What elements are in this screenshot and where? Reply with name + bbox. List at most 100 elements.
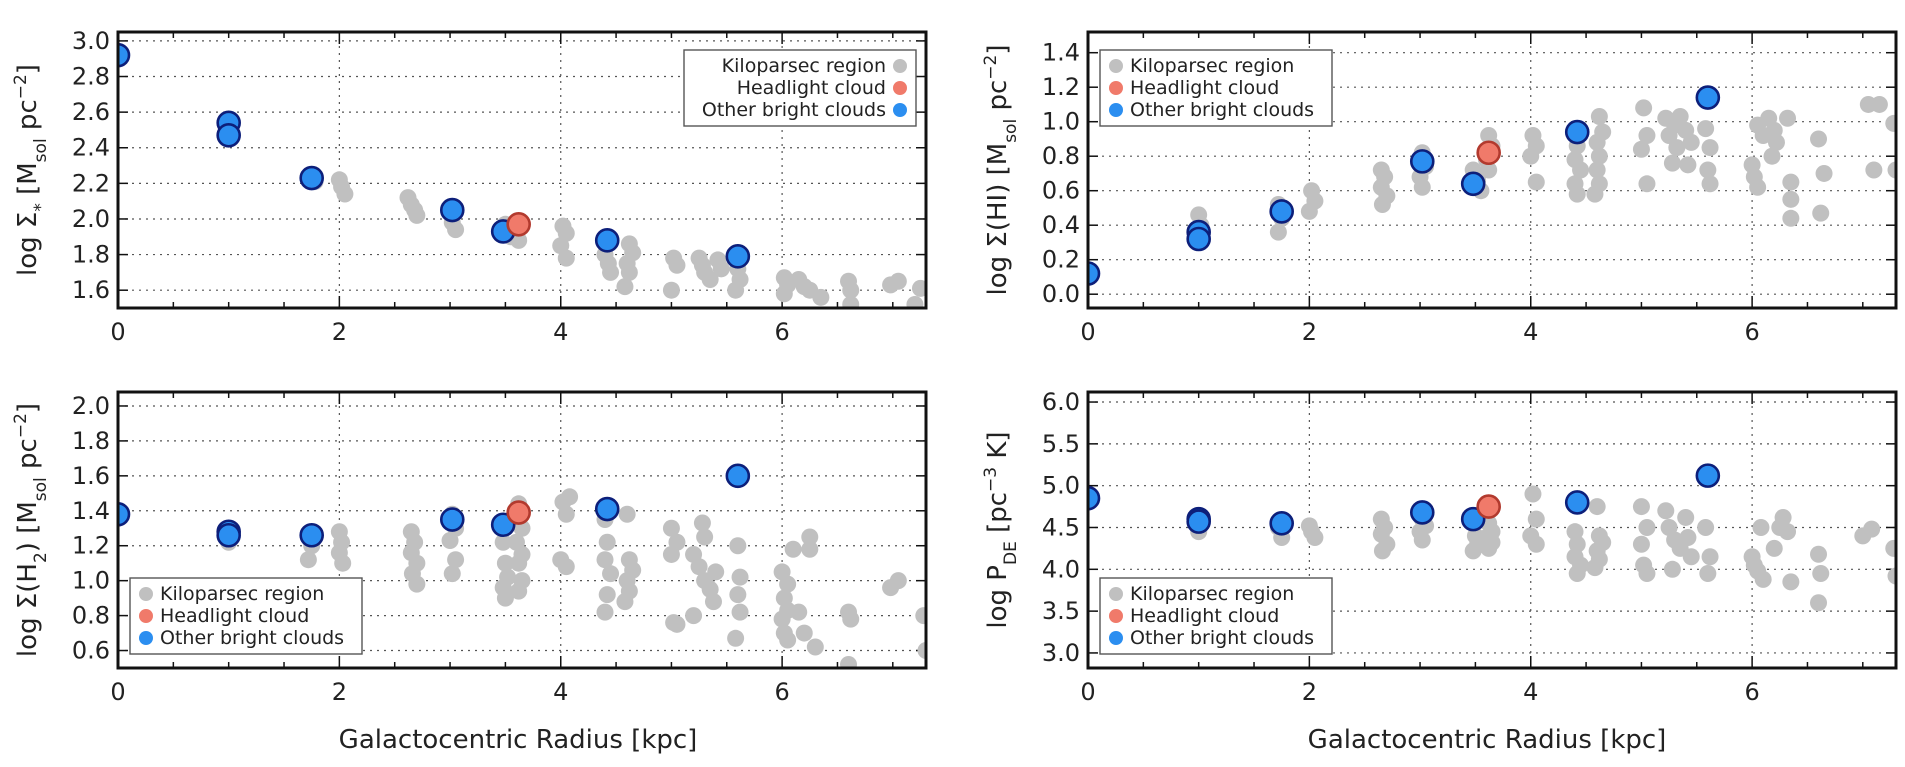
y-tick-label: 1.4 xyxy=(1042,39,1080,67)
kpc-region-point xyxy=(596,603,614,621)
kpc-region-point xyxy=(801,528,819,546)
kpc-region-point xyxy=(557,505,575,523)
legend-marker-headlight xyxy=(893,81,907,95)
y-tick-label: 2.2 xyxy=(72,169,110,197)
kpc-region-point xyxy=(915,607,926,625)
y-label-main: log Σ(H xyxy=(13,563,43,657)
kpc-region-point xyxy=(447,221,465,239)
y-label-main: log Σ xyxy=(13,212,43,276)
kpc-region-point xyxy=(510,554,528,572)
y-label-main: log P xyxy=(983,565,1013,629)
headlight-cloud-point xyxy=(506,212,531,237)
y-tick-label: 0.8 xyxy=(1042,142,1080,170)
kpc-region-point xyxy=(1632,498,1650,516)
bright-cloud-point xyxy=(439,197,465,223)
legend-marker-kpc xyxy=(893,59,907,73)
y-label-close: ] xyxy=(983,45,1013,55)
kpc-region-point xyxy=(602,565,620,583)
y-tick-label: 4.0 xyxy=(1042,555,1080,583)
panel-pde: 0 2 4 6 3.0 3.5 4.0 4.5 5.0 5.5 6.0 log PDE [pc−3 K… xyxy=(981,388,1898,706)
bright-cloud-point xyxy=(1409,500,1435,525)
headlight-cloud-point xyxy=(1476,140,1501,166)
legend-label-kpc: Kiloparsec region xyxy=(722,55,886,77)
kpc-region-point xyxy=(1527,173,1545,191)
bright-cloud-point xyxy=(216,122,241,148)
kpc-region-point xyxy=(1568,535,1586,553)
y-tick-label: 1.2 xyxy=(1042,73,1080,101)
x-tick-label: 4 xyxy=(1523,318,1538,346)
kpc-region-point xyxy=(557,249,575,267)
bright-cloud-point xyxy=(439,507,465,532)
y-tick-label: 1.4 xyxy=(72,497,110,525)
y-tick-label: 0.4 xyxy=(1042,211,1080,239)
y-tick-label: 6.0 xyxy=(1042,388,1080,416)
legend-marker-kpc xyxy=(1109,59,1123,73)
kpc-region-point xyxy=(1699,161,1717,179)
kpc-region-point xyxy=(812,288,830,306)
y-label-units-tail: pc xyxy=(983,80,1013,119)
bright-cloud-point xyxy=(299,165,324,191)
kpc-region-point xyxy=(1638,518,1656,536)
y-tick-label: 1.8 xyxy=(72,427,110,455)
kpc-region-point xyxy=(712,260,730,278)
kpc-region-point xyxy=(408,575,426,593)
kpc-region-point xyxy=(1782,190,1800,208)
kpc-region-point xyxy=(1586,185,1604,203)
kpc-region-point xyxy=(618,505,636,523)
kpc-region-point xyxy=(1782,209,1800,227)
kpc-region-point xyxy=(795,624,813,642)
kpc-region-point xyxy=(1413,531,1431,549)
y-axis-title: log Σ(H2) [Msol pc−2] xyxy=(11,403,51,657)
bright-cloud-point xyxy=(118,42,131,68)
legend-label-kpc: Kiloparsec region xyxy=(1130,55,1294,77)
y-axis-title: log Σ(HI) [Msol pc−2] xyxy=(981,45,1021,296)
kpc-region-point xyxy=(1679,529,1697,547)
y-tick-label: 1.6 xyxy=(72,276,110,304)
kpc-region-point xyxy=(668,256,686,274)
kpc-region-point xyxy=(917,642,926,660)
x-tick-label: 0 xyxy=(110,678,125,706)
y-tick-label: 3.0 xyxy=(72,27,110,55)
kpc-region-point xyxy=(1812,204,1830,222)
kpc-region-point xyxy=(690,558,708,576)
legend-marker-headlight xyxy=(139,609,153,623)
headlight-cloud-point xyxy=(506,500,531,525)
x-tick-label: 6 xyxy=(774,318,789,346)
kpc-region-point xyxy=(727,281,745,299)
kpc-region-point xyxy=(1682,548,1700,566)
kpc-region-point xyxy=(685,607,703,625)
y-tick-label: 0.6 xyxy=(72,637,110,665)
x-tick-label: 4 xyxy=(1523,678,1538,706)
bright-cloud-point xyxy=(1269,511,1294,536)
plot-frame xyxy=(1086,30,1898,310)
kpc-region-point xyxy=(1701,139,1719,157)
y-label-units: [M xyxy=(983,143,1013,184)
kpc-region-point xyxy=(662,545,680,563)
kpc-region-point xyxy=(1660,127,1678,144)
kpc-region-point xyxy=(1527,510,1545,528)
y-label-units: [pc xyxy=(983,492,1013,541)
kpc-region-point xyxy=(1782,173,1800,191)
kpc-region-point xyxy=(1863,520,1881,538)
bright-cloud-point xyxy=(1186,509,1211,534)
kpc-region-point xyxy=(1300,202,1318,220)
bright-cloud-point xyxy=(1564,490,1590,515)
kpc-region-point xyxy=(801,540,819,558)
legend-box xyxy=(683,49,917,127)
kpc-region-point xyxy=(1749,178,1767,196)
kpc-region-point xyxy=(842,281,860,299)
bright-cloud-point xyxy=(1695,85,1721,110)
kpc-region-point xyxy=(1663,154,1681,172)
kpc-region-point xyxy=(1632,140,1650,158)
kpc-region-point xyxy=(842,295,860,308)
y-tick-label: 1.0 xyxy=(72,567,110,595)
kpc-region-point xyxy=(784,540,802,558)
points-group xyxy=(1088,85,1896,286)
kpc-region-point xyxy=(1306,529,1324,547)
kpc-region-point xyxy=(668,615,686,633)
kpc-region-point xyxy=(1763,147,1781,165)
legend-box xyxy=(1099,49,1333,127)
legend-label-headlight: Headlight cloud xyxy=(1130,77,1279,99)
y-label-units-sub: sol xyxy=(31,477,51,501)
